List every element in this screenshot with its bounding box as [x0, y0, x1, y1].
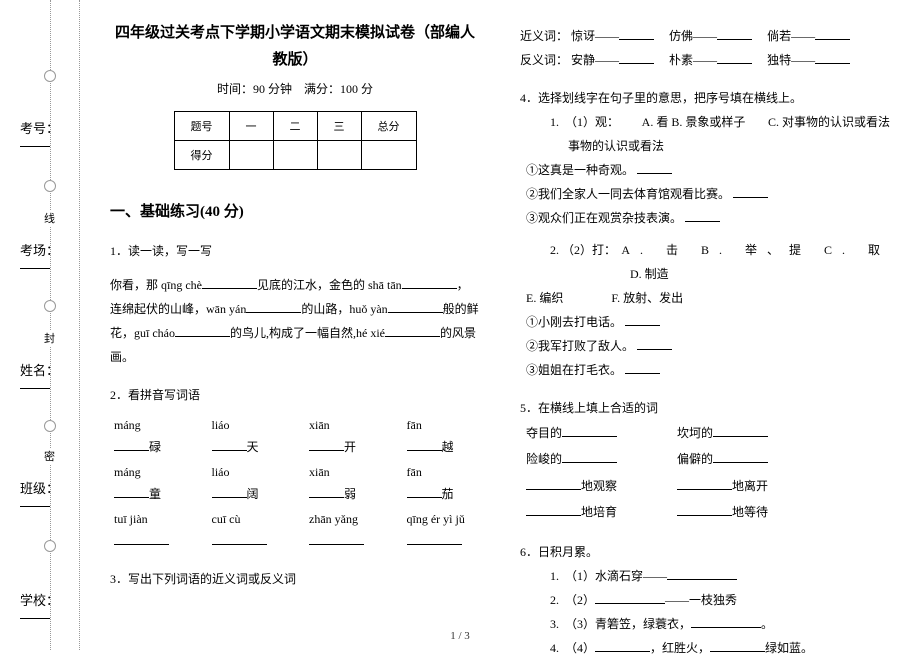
q4-p1: 1. （1）观： A. 看 B. 景象或样子 C. 对事物的认识或看法: [550, 110, 890, 134]
td-score-label: 得分: [174, 141, 229, 170]
question-3: 3．写出下列词语的近义词或反义词: [110, 567, 480, 591]
blank[interactable]: [713, 449, 768, 463]
page-footer: 1 / 3: [450, 630, 470, 642]
q4-p2d: D. 制造: [630, 262, 890, 286]
q1-body: 你看，那 qīng chè见底的江水，金色的 shā tān，连绵起伏的山峰，w…: [110, 273, 480, 369]
question-2: 2．看拼音写词语 máng碌 liáo天 xiān开 fān越 máng童 li…: [110, 383, 480, 553]
th-1: 一: [229, 112, 273, 141]
blank[interactable]: [595, 638, 650, 652]
score-table: 题号 一 二 三 总分 得分: [174, 111, 417, 170]
label-school: 学校：: [20, 590, 79, 625]
blank[interactable]: [625, 360, 660, 374]
blank[interactable]: [175, 323, 230, 337]
q2-number: 2．看拼音写词语: [110, 383, 480, 407]
q4-p2: 2. （2）打： A. 击 B. 举、提 C. 取: [550, 238, 890, 262]
blank[interactable]: [562, 449, 617, 463]
q4-number: 4．选择划线字在句子里的意思，把序号填在横线上。: [520, 86, 890, 110]
blank[interactable]: [526, 476, 581, 490]
binding-node: [44, 180, 56, 192]
blank[interactable]: [667, 566, 737, 580]
blank[interactable]: [691, 614, 761, 628]
blank[interactable]: [815, 26, 850, 40]
blank[interactable]: [407, 531, 462, 545]
score-cell[interactable]: [361, 141, 416, 170]
q3-body: 近义词： 惊讶—— 仿佛—— 倘若—— 反义词： 安静—— 朴素—— 独特——: [520, 24, 890, 72]
q5-number: 5．在横线上填上合适的词: [520, 396, 890, 420]
question-5: 5．在横线上填上合适的词 夺目的坎坷的 险峻的偏僻的 地观察地离开 地培育地等待: [520, 396, 890, 526]
blank[interactable]: [212, 531, 267, 545]
question-6: 6．日积月累。 1. （1）水滴石穿—— 2. （2）——一枝独秀 3. （3）…: [520, 540, 890, 660]
blank[interactable]: [114, 484, 149, 498]
blank[interactable]: [385, 323, 440, 337]
left-column: 四年级过关考点下学期小学语文期末模拟试卷（部编人 教版） 时间：90 分钟 满分…: [110, 20, 480, 640]
blank[interactable]: [212, 484, 247, 498]
question-4: 4．选择划线字在句子里的意思，把序号填在横线上。 1. （1）观： A. 看 B…: [520, 86, 890, 382]
blank[interactable]: [717, 50, 752, 64]
binding-node: [44, 70, 56, 82]
exam-title: 四年级过关考点下学期小学语文期末模拟试卷（部编人 教版）: [110, 20, 480, 74]
page-content: 四年级过关考点下学期小学语文期末模拟试卷（部编人 教版） 时间：90 分钟 满分…: [80, 0, 920, 650]
th-num: 题号: [174, 112, 229, 141]
pinyin-row: tuī jiàn cuī cù zhān yǎng qīng ér yì jǔ: [114, 509, 480, 552]
blank[interactable]: [309, 531, 364, 545]
th-total: 总分: [361, 112, 416, 141]
seal-char-mi: 密: [44, 448, 55, 464]
score-cell[interactable]: [273, 141, 317, 170]
blank[interactable]: [710, 638, 765, 652]
q6-number: 6．日积月累。: [520, 540, 890, 564]
binding-dotted-line: [50, 0, 51, 650]
binding-node: [44, 420, 56, 432]
th-2: 二: [273, 112, 317, 141]
blank[interactable]: [402, 275, 457, 289]
q4-p2ef: E. 编织 F. 放射、发出: [526, 286, 890, 310]
label-name: 姓名：: [20, 360, 79, 395]
binding-margin: 学校： 班级： 密 姓名： 封 考场： 线 考号：: [0, 0, 80, 650]
question-1: 1．读一读，写一写 你看，那 qīng chè见底的江水，金色的 shā tān…: [110, 239, 480, 369]
blank[interactable]: [619, 50, 654, 64]
blank[interactable]: [202, 275, 257, 289]
th-3: 三: [317, 112, 361, 141]
blank[interactable]: [595, 590, 665, 604]
label-number: 考号：: [20, 118, 79, 153]
q1-number: 1．读一读，写一写: [110, 239, 480, 263]
seal-char-xian: 线: [44, 210, 55, 226]
blank[interactable]: [815, 50, 850, 64]
blank[interactable]: [717, 26, 752, 40]
blank[interactable]: [212, 437, 247, 451]
blank[interactable]: [562, 423, 617, 437]
binding-node: [44, 300, 56, 312]
blank[interactable]: [685, 208, 720, 222]
blank[interactable]: [388, 299, 443, 313]
blank[interactable]: [637, 336, 672, 350]
blank[interactable]: [677, 502, 732, 516]
pinyin-row: máng童 liáo阔 xiān弱 fān茄: [114, 462, 480, 505]
blank[interactable]: [526, 502, 581, 516]
q4-p1c-wrap: 事物的认识或看法: [568, 134, 890, 158]
blank[interactable]: [733, 184, 768, 198]
score-cell[interactable]: [317, 141, 361, 170]
binding-node: [44, 540, 56, 552]
blank[interactable]: [114, 531, 169, 545]
blank[interactable]: [309, 437, 344, 451]
label-class: 班级：: [20, 478, 79, 513]
seal-char-feng: 封: [44, 330, 55, 346]
blank[interactable]: [114, 437, 149, 451]
blank[interactable]: [677, 476, 732, 490]
blank[interactable]: [407, 437, 442, 451]
section-1-heading: 一、基础练习(40 分): [110, 200, 480, 221]
q3-number: 3．写出下列词语的近义词或反义词: [110, 567, 480, 591]
score-cell[interactable]: [229, 141, 273, 170]
pinyin-row: máng碌 liáo天 xiān开 fān越: [114, 415, 480, 458]
right-column: 近义词： 惊讶—— 仿佛—— 倘若—— 反义词： 安静—— 朴素—— 独特—— …: [520, 20, 890, 640]
blank[interactable]: [407, 484, 442, 498]
label-room: 考场：: [20, 240, 79, 275]
blank[interactable]: [246, 299, 301, 313]
blank[interactable]: [637, 160, 672, 174]
blank[interactable]: [625, 312, 660, 326]
blank[interactable]: [619, 26, 654, 40]
blank[interactable]: [309, 484, 344, 498]
blank[interactable]: [713, 423, 768, 437]
time-score: 时间：90 分钟 满分：100 分: [110, 80, 480, 97]
